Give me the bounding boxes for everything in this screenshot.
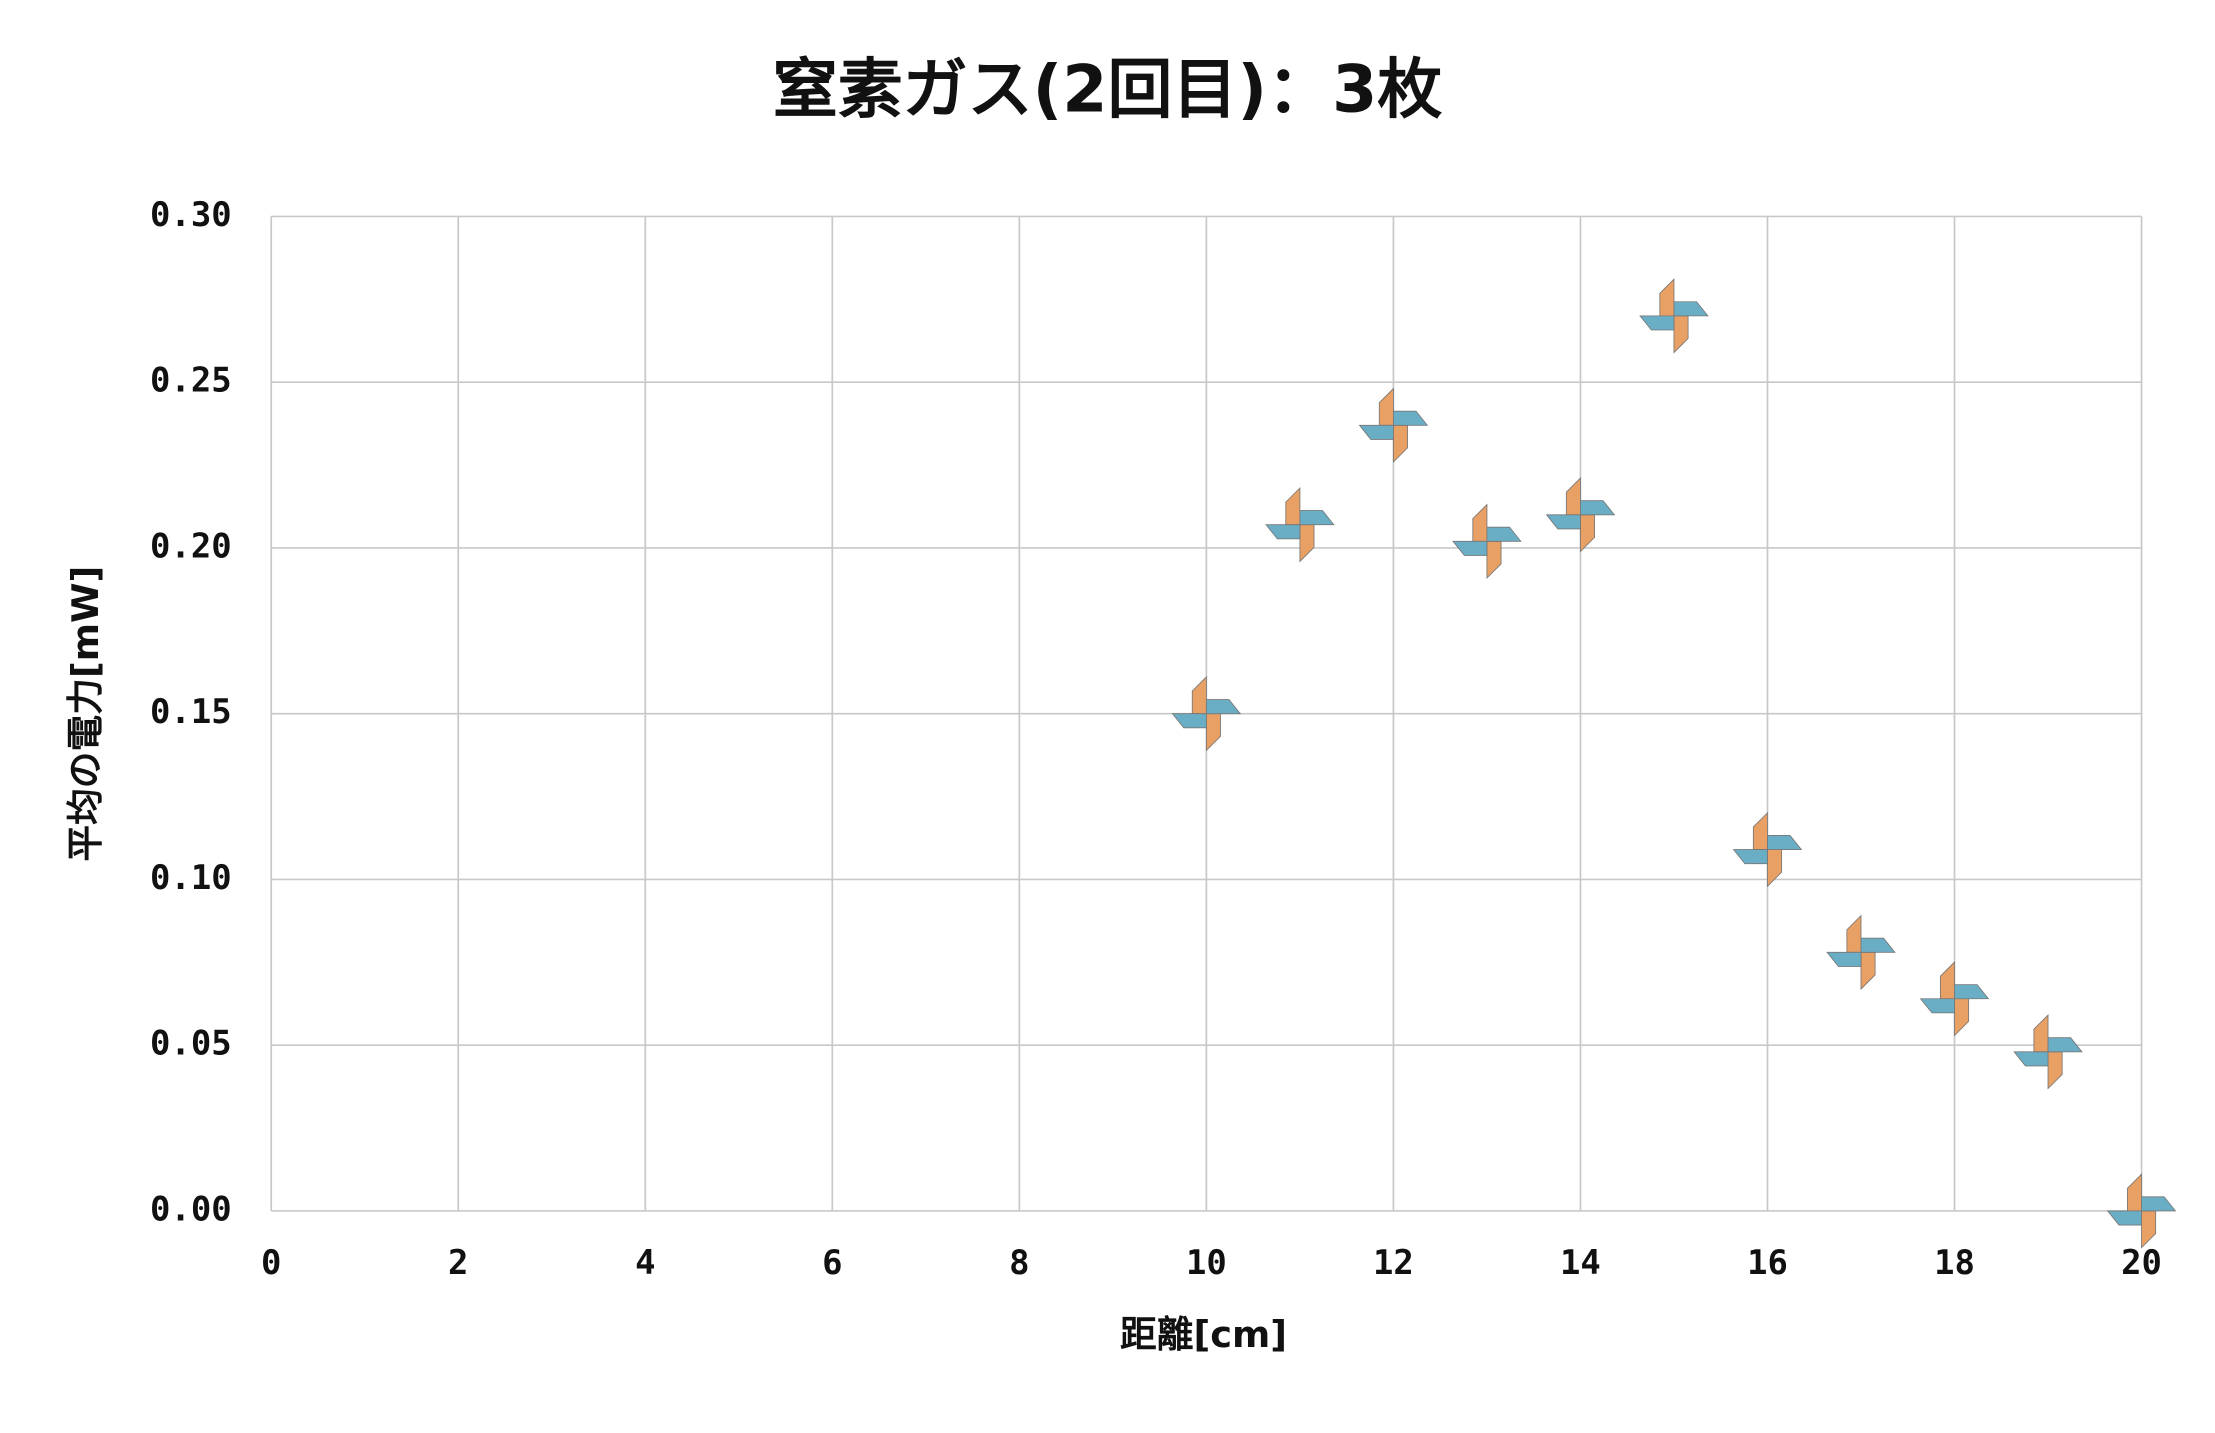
pinwheel-marker xyxy=(1358,387,1429,464)
blade xyxy=(1826,951,1862,967)
blade xyxy=(2047,1037,2083,1053)
blade xyxy=(1767,849,1783,888)
blade xyxy=(1472,503,1488,542)
blade xyxy=(1486,526,1522,542)
blade xyxy=(1752,811,1768,851)
x-axis-label: 距離[cm] xyxy=(1120,1313,1287,1356)
x-tick-label: 10 xyxy=(1186,1243,1227,1282)
y-tick-label: 0.05 xyxy=(150,1024,232,1063)
x-tick-label: 16 xyxy=(1747,1243,1788,1282)
blade xyxy=(2126,1173,2142,1212)
y-tick-label: 0.20 xyxy=(150,526,232,565)
x-tick-label: 0 xyxy=(261,1243,281,1282)
pinwheel-marker xyxy=(2106,1173,2177,1249)
blade xyxy=(1285,486,1301,526)
x-tick-label: 14 xyxy=(1560,1243,1601,1282)
blade xyxy=(1732,849,1768,865)
x-tick-label: 2 xyxy=(448,1243,468,1282)
pinwheel-marker xyxy=(1732,811,1803,888)
blade xyxy=(1171,713,1207,729)
blade xyxy=(1299,524,1315,563)
blade xyxy=(1265,524,1301,540)
blade xyxy=(2141,1196,2177,1212)
y-tick-label: 0.00 xyxy=(150,1189,232,1228)
blade xyxy=(1580,500,1616,516)
blade xyxy=(1565,477,1581,516)
y-axis-label: 平均の電力[mW] xyxy=(64,566,107,862)
blade xyxy=(1939,961,1955,1000)
blade xyxy=(1378,387,1394,426)
blade xyxy=(2106,1210,2142,1226)
blade xyxy=(1358,424,1394,440)
blade xyxy=(1486,540,1502,580)
y-tick-label: 0.10 xyxy=(150,858,232,897)
pinwheel-marker xyxy=(1265,486,1335,563)
blade xyxy=(1205,713,1221,752)
blade xyxy=(1392,410,1429,426)
blade xyxy=(1860,951,1876,991)
blade xyxy=(1673,301,1709,317)
x-tick-label: 20 xyxy=(2121,1243,2162,1282)
blade xyxy=(1659,278,1675,317)
pinwheel-marker xyxy=(1545,477,1616,553)
y-tick-label: 0.15 xyxy=(150,692,232,731)
blade xyxy=(2047,1051,2063,1090)
blade xyxy=(1767,835,1803,851)
blade xyxy=(1860,937,1896,953)
blade xyxy=(1580,514,1595,553)
blade xyxy=(1392,424,1408,464)
x-tick-label: 8 xyxy=(1009,1243,1029,1282)
blade xyxy=(1191,675,1207,715)
blade xyxy=(1205,699,1242,715)
pinwheel-marker xyxy=(1919,961,1990,1037)
blade xyxy=(1299,510,1335,526)
pinwheel-marker xyxy=(1826,914,1896,991)
blade xyxy=(1846,914,1862,953)
y-tick-label: 0.25 xyxy=(150,361,232,400)
blade xyxy=(2033,1014,2049,1053)
x-tick-label: 12 xyxy=(1373,1243,1414,1282)
blade xyxy=(1452,540,1488,556)
pinwheel-marker xyxy=(1171,675,1242,752)
blade xyxy=(1673,315,1689,354)
chart-title: 窒素ガス(2回目)：3枚 xyxy=(773,53,1443,128)
y-tick-label: 0.30 xyxy=(150,195,232,234)
pinwheel-marker xyxy=(2013,1014,2083,1090)
blade xyxy=(1954,984,1990,1000)
x-tick-label: 18 xyxy=(1934,1243,1975,1282)
pinwheel-marker xyxy=(1452,503,1522,580)
x-tick-label: 4 xyxy=(635,1243,655,1282)
pinwheel-marker xyxy=(1639,278,1709,354)
blade xyxy=(2013,1051,2049,1067)
blade xyxy=(1954,998,1970,1037)
blade xyxy=(1919,998,1955,1014)
blade xyxy=(1545,514,1581,530)
x-tick-label: 6 xyxy=(822,1243,842,1282)
blade xyxy=(1639,315,1675,331)
